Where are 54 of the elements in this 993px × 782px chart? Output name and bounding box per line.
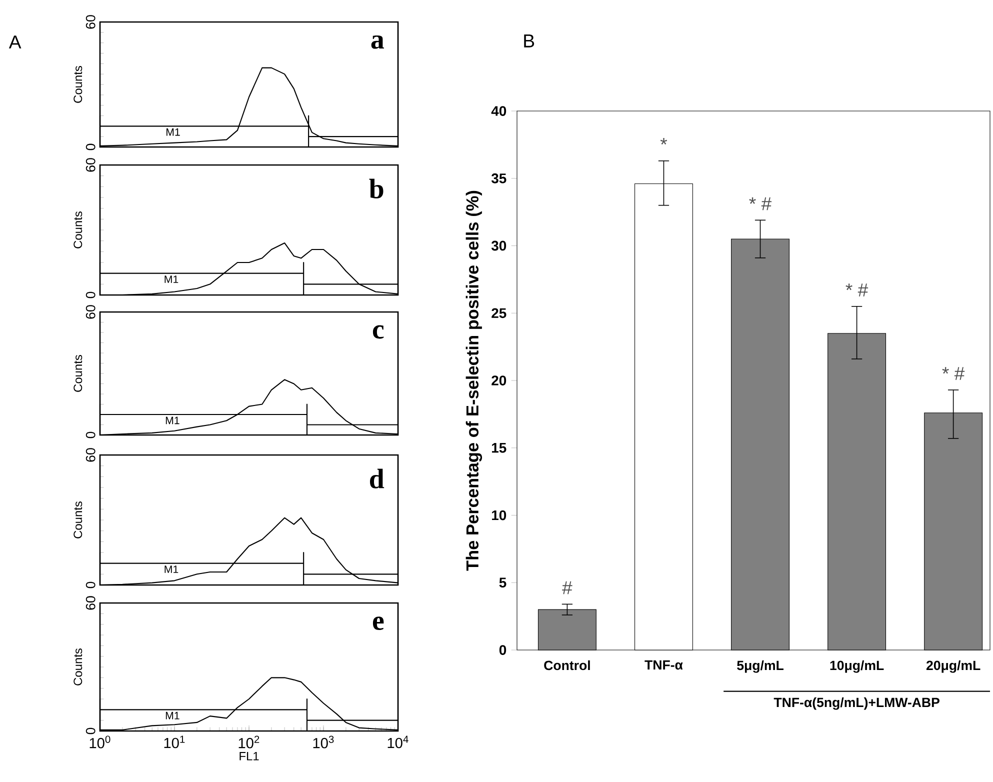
y-tick-label: 15 [492, 443, 506, 453]
chart-title: e [372, 616, 384, 630]
series-label: M1 [166, 128, 180, 136]
series-label: M1 [166, 712, 180, 720]
x-tick-label: 10$^{4}$ [388, 736, 408, 748]
x-tick-label: 10$^{3}$ [313, 736, 334, 748]
y-tick-label: 0 [86, 144, 96, 150]
chart-title: B [524, 34, 534, 48]
chart-title: c [372, 325, 384, 339]
series-label: M1 [164, 566, 178, 573]
series-label: M1 [164, 276, 178, 283]
y-axis-title: Counts [74, 501, 82, 538]
y-tick-label: 60 [86, 158, 96, 172]
y-tick-label: 20 [492, 376, 506, 386]
y-tick-label: 35 [491, 173, 506, 184]
y-tick-label: 60 [86, 305, 96, 319]
y-tick-label: 0 [86, 728, 96, 734]
x-tick-label: 10μg/mL [830, 660, 884, 673]
annotation: * [660, 138, 668, 145]
y-tick-label: 40 [491, 106, 506, 116]
x-axis-title: FL1 [240, 752, 259, 760]
text: TNF-α(5ng/mL)+LMW-ABP [774, 697, 940, 710]
annotation: * # [942, 367, 965, 380]
chart-title: a [371, 35, 384, 49]
y-tick-label: 0 [86, 582, 96, 588]
y-tick-label: 10 [492, 510, 506, 520]
y-axis-title: The Percentage of E-selectin positive cells (%) [466, 190, 482, 571]
y-tick-label: 5 [499, 578, 506, 588]
y-tick-label: 30 [491, 240, 506, 251]
x-tick-label: TNF-α [644, 660, 683, 670]
y-axis-title: Counts [74, 211, 82, 248]
y-axis-title: Counts [74, 66, 82, 103]
y-tick-label: 0 [86, 432, 96, 438]
x-tick-label: 10$^{1}$ [164, 736, 185, 748]
x-tick-label: 5μg/mL [737, 660, 784, 673]
y-tick-label: 0 [86, 292, 96, 298]
x-tick-label: 10$^{0}$ [90, 736, 110, 748]
y-tick-label: 60 [86, 448, 96, 462]
y-tick-label: 25 [492, 308, 506, 318]
series-label: M1 [166, 416, 180, 424]
y-tick-label: 60 [86, 596, 96, 610]
text: A [8, 36, 22, 48]
annotation: * # [846, 284, 868, 296]
y-axis-title: Counts [74, 648, 82, 686]
chart-title: d [370, 468, 384, 488]
y-tick-label: 0 [499, 645, 506, 655]
x-tick-label: 20μg/mL [926, 660, 980, 673]
y-axis-title: Counts [74, 355, 82, 392]
x-tick-label: Control [544, 660, 590, 670]
chart-title: b [369, 178, 384, 198]
annotation: # [562, 581, 572, 594]
annotation: * # [749, 197, 772, 210]
x-tick-label: 10$^{2}$ [238, 736, 260, 748]
y-tick-label: 60 [86, 15, 96, 29]
